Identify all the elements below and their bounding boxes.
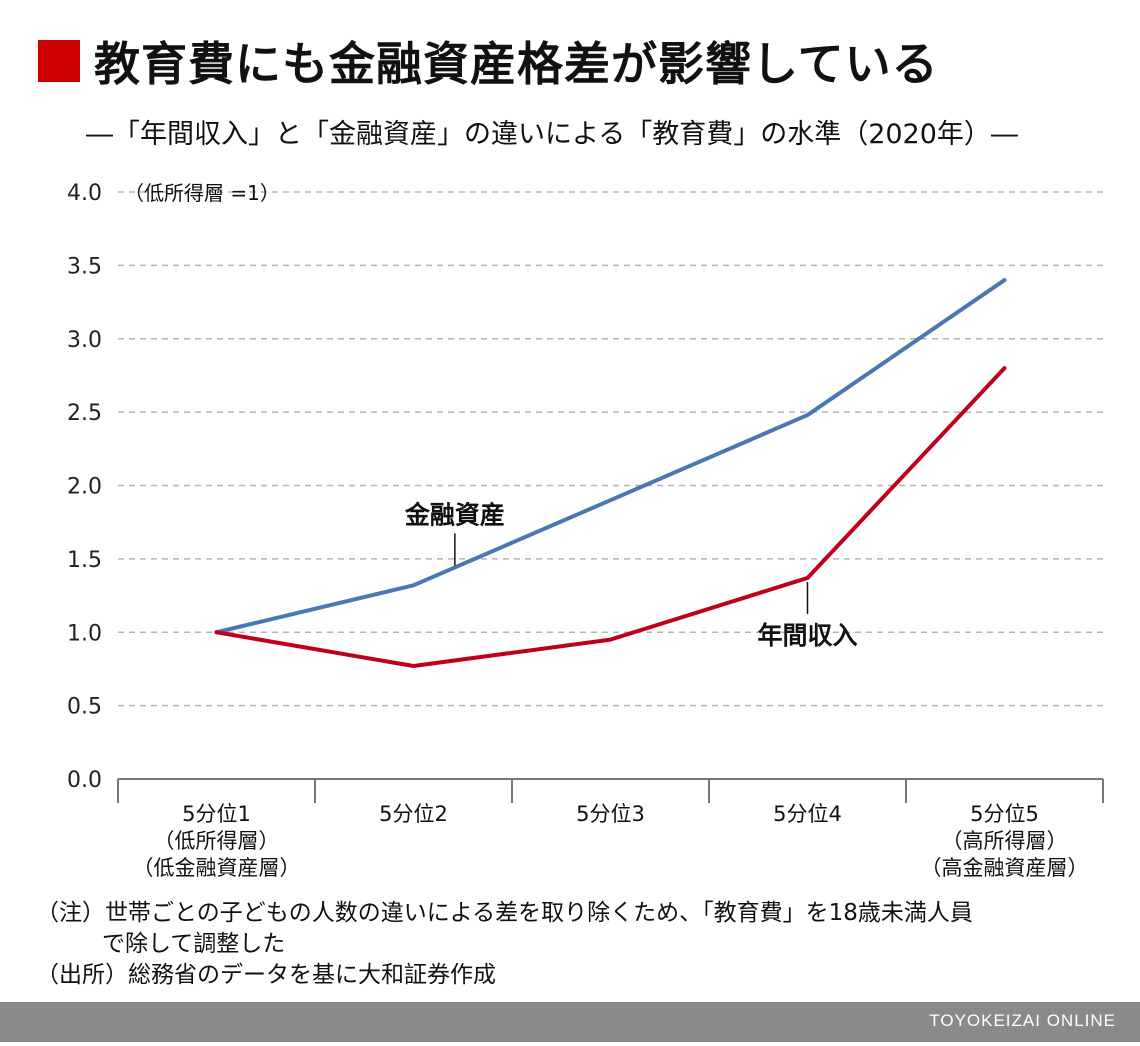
x-tick-label: （低所得層） (154, 829, 280, 853)
series-label-1: 金融資産 (404, 500, 505, 529)
x-tick-label: 5分位1 (182, 802, 251, 826)
chart-title: 教育費にも金融資産格差が影響している (94, 37, 939, 91)
x-tick-label: 5分位2 (379, 802, 448, 826)
x-tick-label: （高所得層） (942, 829, 1068, 853)
footer-bar: TOYOKEIZAI ONLINE (0, 1002, 1140, 1042)
line-chart: 0.0 0.5 1.0 1.5 2.0 2.5 3.0 3.5 4.0 （低所得層 =1） 5分位1… (67, 181, 1104, 880)
y-tick-label: 0.5 (67, 695, 102, 720)
y-tick-label: 1.0 (67, 621, 102, 646)
y-tick-label: 2.5 (67, 401, 102, 426)
x-tick-label: 5分位3 (576, 802, 645, 826)
y-unit-label: （低所得層 =1） (124, 181, 280, 205)
y-tick-label: 3.5 (67, 254, 102, 279)
series-line-1 (214, 278, 1007, 635)
x-tick-label: 5分位5 (970, 802, 1039, 826)
notes: （注）世帯ごとの子どもの人数の違いによる差を取り除くため、「教育費」を18歳未満… (36, 898, 973, 991)
x-tick-label: （低金融資産層） (133, 856, 301, 880)
x-tick-label: （高金融資産層） (921, 856, 1089, 880)
y-tick-label: 2.0 (67, 475, 102, 500)
series-line-2 (214, 366, 1007, 669)
footer-brand: TOYOKEIZAI ONLINE (929, 1011, 1116, 1030)
note-line-2: で除して調整した (102, 931, 286, 957)
y-tick-label: 4.0 (67, 181, 102, 206)
y-tick-label: 1.5 (67, 548, 102, 573)
title-row: 教育費にも金融資産格差が影響している (38, 28, 939, 94)
title-square-icon (38, 40, 80, 82)
x-tick-label: 5分位4 (773, 802, 842, 826)
y-tick-label: 0.0 (67, 768, 102, 793)
series-label-2: 年間収入 (757, 621, 857, 650)
chart-subtitle: ―「年間収入」と「金融資産」の違いによる「教育費」の水準（2020年）― (86, 119, 1018, 150)
y-tick-label: 3.0 (67, 328, 102, 353)
note-line-1: （注）世帯ごとの子どもの人数の違いによる差を取り除くため、「教育費」を18歳未満… (36, 900, 973, 926)
source-line: （出所）総務省のデータを基に大和証券作成 (36, 962, 496, 988)
